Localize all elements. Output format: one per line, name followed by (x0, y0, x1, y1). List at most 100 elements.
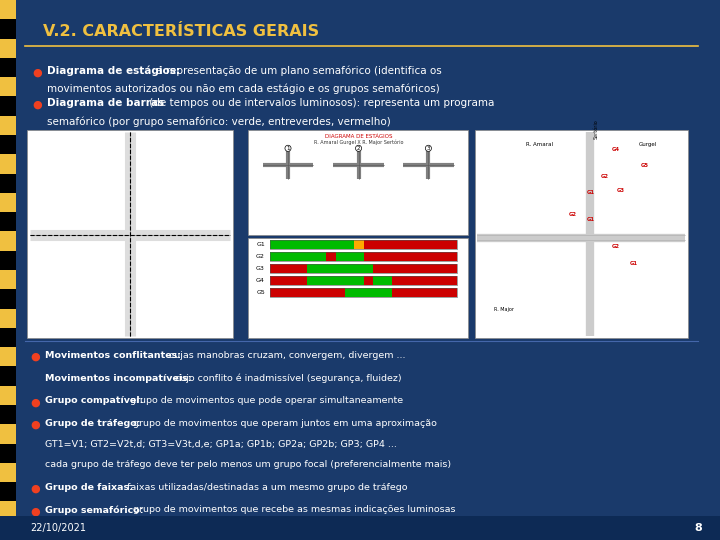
Text: G4: G4 (611, 147, 620, 152)
Text: R. Major: R. Major (494, 307, 514, 312)
Bar (270, 252, 457, 261)
Polygon shape (0, 386, 16, 405)
Text: movimentos autorizados ou não em cada estágio e os grupos semafóricos): movimentos autorizados ou não em cada es… (47, 84, 439, 94)
Bar (354, 240, 364, 249)
Polygon shape (0, 308, 16, 328)
FancyBboxPatch shape (475, 130, 688, 338)
Polygon shape (0, 328, 16, 347)
Text: faixas utilizadas/destinadas a um mesmo grupo de tráfego: faixas utilizadas/destinadas a um mesmo … (124, 483, 408, 492)
Bar (326, 252, 336, 261)
Text: 2: 2 (357, 146, 360, 151)
Polygon shape (0, 19, 16, 38)
Text: Grupo de tráfego:: Grupo de tráfego: (45, 419, 140, 428)
Text: cujo conflito é inadmissível (segurança, fluidez): cujo conflito é inadmissível (segurança,… (172, 374, 402, 383)
Bar (392, 276, 457, 285)
Text: Grupo de faixas:: Grupo de faixas: (45, 483, 132, 492)
Polygon shape (0, 58, 16, 77)
Polygon shape (0, 424, 16, 443)
Text: G1: G1 (629, 261, 638, 266)
Bar (270, 276, 457, 285)
Bar (307, 276, 364, 285)
Bar (364, 240, 457, 249)
Text: grupo de movimentos que recebe as mesmas indicações luminosas: grupo de movimentos que recebe as mesmas… (130, 505, 455, 515)
Text: ●: ● (30, 352, 40, 362)
Text: G4: G4 (256, 278, 265, 283)
Polygon shape (0, 367, 16, 386)
Text: DIAGRAMA DE ESTÁGIOS: DIAGRAMA DE ESTÁGIOS (325, 134, 392, 139)
Text: (de tempos ou de intervalos luminosos): representa um programa: (de tempos ou de intervalos luminosos): … (146, 98, 495, 109)
Text: a representação de um plano semafórico (identifica os: a representação de um plano semafórico (… (153, 66, 442, 76)
Bar (270, 288, 345, 297)
Text: Grupo semafórico:: Grupo semafórico: (45, 505, 143, 515)
Polygon shape (0, 173, 16, 193)
Polygon shape (0, 270, 16, 289)
Bar (0, 516, 720, 540)
Bar (373, 264, 457, 273)
Text: semafórico (por grupo semafórico: verde, entreverdes, vermelho): semafórico (por grupo semafórico: verde,… (47, 116, 390, 126)
Text: ●: ● (30, 484, 40, 494)
FancyBboxPatch shape (27, 130, 233, 338)
Text: R. Amaral Gurgel X R. Major Sertório: R. Amaral Gurgel X R. Major Sertório (314, 139, 403, 145)
Text: ●: ● (32, 68, 42, 78)
Polygon shape (0, 135, 16, 154)
Text: 22/10/2021: 22/10/2021 (30, 523, 86, 533)
Text: grupo de movimentos que pode operar simultaneamente: grupo de movimentos que pode operar simu… (127, 396, 404, 406)
Bar (307, 264, 373, 273)
Bar (392, 288, 457, 297)
Polygon shape (0, 77, 16, 97)
Bar (373, 276, 392, 285)
Polygon shape (0, 502, 16, 521)
Text: V.2. CARACTERÍSTICAS GERAIS: V.2. CARACTERÍSTICAS GERAIS (43, 24, 320, 39)
Bar (270, 252, 326, 261)
Text: G5: G5 (640, 164, 649, 168)
Text: G2: G2 (568, 212, 577, 217)
Polygon shape (0, 38, 16, 58)
Polygon shape (0, 154, 16, 173)
Text: G3: G3 (616, 188, 625, 193)
Text: ●: ● (32, 100, 42, 110)
Bar (270, 240, 354, 249)
Bar (270, 264, 457, 273)
Text: grupo de movimentos que operam juntos em uma aproximação: grupo de movimentos que operam juntos em… (130, 419, 436, 428)
Text: G1: G1 (586, 191, 595, 195)
Text: ●: ● (30, 507, 40, 517)
Polygon shape (0, 97, 16, 116)
Text: Movimentos incompatíveis:: Movimentos incompatíveis: (45, 374, 191, 383)
Polygon shape (0, 482, 16, 502)
Polygon shape (0, 463, 16, 482)
Polygon shape (0, 405, 16, 424)
Text: G1=GT1,GT2; G2=GP1b,GP2b,GP4; G3=GT3, G4=GP3, G5=GP1a,GP2a ... tempos: G1=GT1,GT2; G2=GP1b,GP2b,GP4; G3=GT3, G4… (45, 528, 432, 537)
Text: G2: G2 (256, 254, 265, 259)
Bar (270, 276, 307, 285)
Polygon shape (0, 232, 16, 251)
Bar (336, 252, 364, 261)
Text: Diagrama de estágios:: Diagrama de estágios: (47, 66, 180, 76)
Text: cada grupo de tráfego deve ter pelo menos um grupo focal (preferencialmente mais: cada grupo de tráfego deve ter pelo meno… (45, 460, 451, 469)
Text: Sertório: Sertório (594, 119, 599, 139)
Polygon shape (0, 193, 16, 212)
FancyBboxPatch shape (248, 238, 468, 338)
Text: Diagrama de barras: Diagrama de barras (47, 98, 164, 109)
Polygon shape (0, 251, 16, 270)
Text: 1: 1 (287, 146, 289, 151)
Text: Movimentos conflitantes:: Movimentos conflitantes: (45, 351, 181, 360)
Bar (270, 264, 307, 273)
Bar (345, 288, 392, 297)
Polygon shape (0, 521, 16, 540)
Text: G5: G5 (256, 290, 265, 295)
Text: ●: ● (30, 420, 40, 430)
Text: G1: G1 (256, 242, 265, 247)
Bar (364, 276, 373, 285)
FancyBboxPatch shape (248, 130, 468, 235)
Text: G3: G3 (256, 266, 265, 271)
Polygon shape (0, 116, 16, 135)
Text: Gurgel: Gurgel (639, 142, 657, 147)
Polygon shape (0, 289, 16, 308)
Text: G1: G1 (586, 218, 595, 222)
Text: G2: G2 (611, 245, 620, 249)
Text: GT1=V1; GT2=V2t,d; GT3=V3t,d,e; GP1a; GP1b; GP2a; GP2b; GP3; GP4 ...: GT1=V1; GT2=V2t,d; GT3=V3t,d,e; GP1a; GP… (45, 440, 397, 449)
Text: 8: 8 (694, 523, 702, 533)
Polygon shape (0, 443, 16, 463)
Polygon shape (0, 212, 16, 232)
Bar (364, 252, 457, 261)
